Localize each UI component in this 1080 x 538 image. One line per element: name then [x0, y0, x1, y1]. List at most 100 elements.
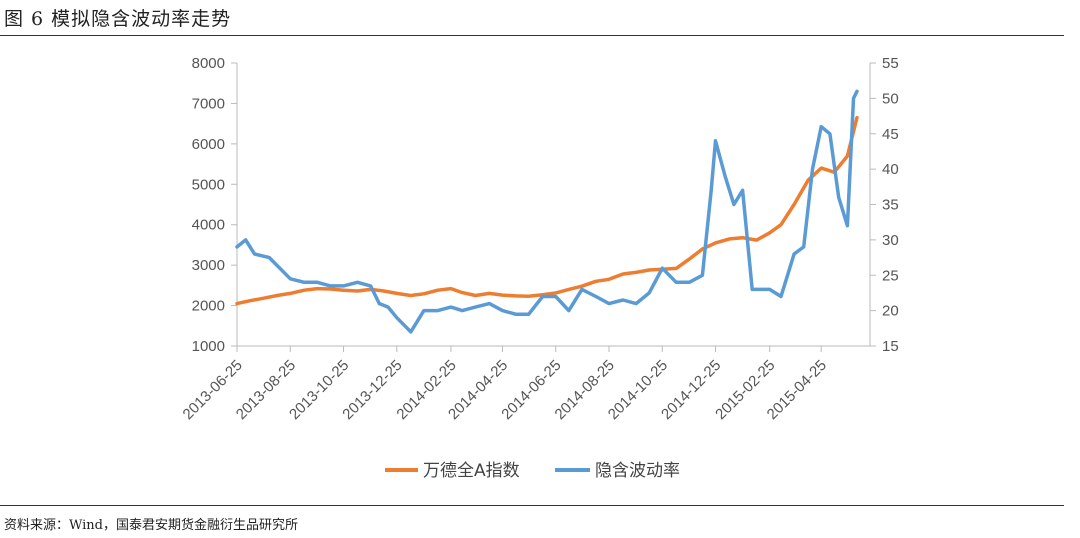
index-series-point: [675, 267, 678, 270]
vol-series-point: [474, 305, 477, 309]
vol-series-point: [688, 281, 691, 284]
vol-series-point: [820, 125, 823, 128]
vol-series-point: [675, 281, 678, 284]
y-right-tick-label: 15: [882, 338, 899, 355]
vol-series-point: [621, 298, 625, 302]
vol-series-point: [723, 175, 727, 178]
y-right-tick-label: 35: [882, 197, 899, 214]
vol-series-point: [253, 252, 256, 256]
vol-series-point: [768, 288, 771, 291]
index-series-point: [527, 295, 530, 298]
vol-series-point: [837, 196, 840, 199]
legend: 万德全A指数 隐含波动率: [385, 461, 680, 481]
vol-series-point: [607, 302, 611, 305]
y-right-tick-label: 30: [882, 232, 899, 249]
index-series-point: [792, 203, 796, 206]
y-right-tick-label: 50: [882, 90, 899, 107]
index-series-point: [634, 271, 638, 274]
vol-series-point: [811, 167, 814, 171]
vol-series-point: [701, 274, 704, 277]
vol-series-point: [329, 284, 332, 288]
y-right-tick-label: 55: [882, 55, 899, 72]
vol-series-point: [356, 281, 359, 284]
legend-index-label: 万德全A指数: [423, 461, 520, 481]
source-note: 资料来源：Wind，国泰君安期货金融衍生品研究所: [4, 518, 298, 533]
vol-series-point: [422, 309, 426, 312]
vol-series-point: [661, 267, 664, 270]
index-series-point: [329, 287, 332, 291]
index-series-point: [688, 257, 691, 261]
index-series-point: [768, 231, 771, 234]
vol-series-point: [846, 224, 849, 227]
index-series-point: [779, 223, 783, 226]
index-series-point: [594, 280, 598, 283]
vol-series-point: [759, 288, 763, 291]
index-series-point: [755, 238, 758, 242]
vol-series-point: [342, 284, 345, 288]
series-index: [235, 115, 859, 306]
vol-series-point: [378, 302, 381, 305]
vol-series-point: [501, 309, 504, 312]
index-series-point: [342, 289, 345, 292]
vol-series-point: [409, 330, 412, 334]
y-left-tick-label: 3000: [192, 257, 225, 274]
y-left-tick-label: 8000: [192, 55, 225, 72]
index-series-point: [303, 289, 306, 292]
vol-series-point: [316, 281, 319, 284]
index-series-point: [701, 247, 704, 251]
y-left-tick-label: 2000: [192, 298, 225, 315]
chart-axes: 1000 2000 3000 4000 5000 6000 7000 8000 15 20 25 30…: [192, 55, 899, 355]
index-series-point: [235, 302, 239, 305]
vol-series-point: [436, 309, 439, 312]
index-series-point: [488, 292, 491, 295]
series-vol: [235, 89, 859, 334]
vol-series-point: [461, 309, 464, 312]
vol-series-point: [634, 302, 638, 305]
index-series-point: [728, 237, 731, 241]
index-series-point: [714, 241, 717, 245]
index-series-point: [820, 166, 823, 170]
vol-series-point: [648, 291, 651, 295]
index-series-point: [289, 292, 292, 295]
y-left-tick-label: 5000: [192, 176, 225, 193]
index-series-point: [567, 288, 570, 291]
vol-series-point: [741, 189, 744, 192]
vol-series-point: [792, 252, 796, 256]
index-series-point: [262, 297, 265, 300]
y-right-tick-label: 40: [882, 161, 899, 178]
vol-series-point: [751, 288, 754, 291]
vol-series-point: [554, 295, 557, 298]
vol-series-point: [541, 295, 544, 298]
y-left-tick-label: 1000: [192, 338, 225, 355]
index-series-point: [461, 291, 464, 294]
index-series-point: [449, 287, 453, 290]
legend-vol-label: 隐含波动率: [595, 461, 680, 481]
vol-series-point: [852, 97, 855, 100]
vol-series-point: [855, 90, 859, 93]
index-series-point: [846, 154, 849, 158]
index-series-point: [741, 236, 744, 239]
index-series-point: [276, 294, 279, 297]
vol-series-point: [527, 313, 530, 316]
index-series-point: [648, 268, 651, 272]
index-series-point: [409, 294, 412, 297]
y-right-tick-label: 20: [882, 303, 899, 320]
index-series-point: [316, 287, 319, 290]
index-series-point: [806, 179, 810, 182]
vol-series-point: [289, 277, 292, 280]
y-right-tick-label: 25: [882, 267, 899, 284]
vol-series-point: [779, 295, 783, 298]
y-right-tick-label: 45: [882, 126, 899, 143]
index-series-point: [580, 285, 584, 288]
bottom-rule: [0, 505, 1064, 506]
y-left-tick-label: 7000: [192, 95, 225, 112]
vol-series-point: [369, 284, 372, 288]
index-series-point: [248, 299, 252, 302]
index-series-point: [474, 294, 477, 297]
y-left-tick-label: 4000: [192, 217, 225, 234]
index-series-point: [554, 291, 557, 295]
top-rule: [0, 35, 1064, 36]
figure-title: 图 6 模拟隐含波动率走势: [4, 8, 232, 30]
vol-series-point: [732, 203, 736, 206]
